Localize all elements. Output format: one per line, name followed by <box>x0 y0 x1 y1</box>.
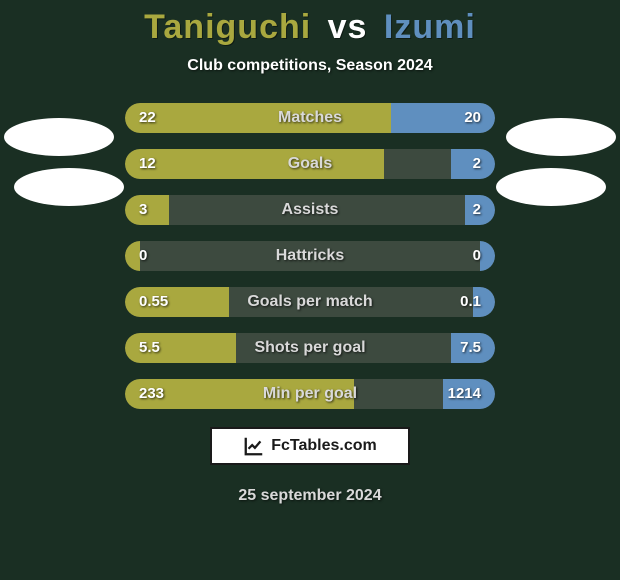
player1-avatar-shadow <box>14 168 124 206</box>
player1-name: Taniguchi <box>144 8 311 46</box>
brand-logo-box: FcTables.com <box>210 427 410 465</box>
stat-row: 2220Matches <box>125 103 495 133</box>
stat-row: 32Assists <box>125 195 495 225</box>
stat-rows: 2220Matches 122Goals 32Assists 00Hattricks 0… <box>125 103 495 409</box>
stat-row: 0.550.1Goals per match <box>125 287 495 317</box>
stat-row: 00Hattricks <box>125 241 495 271</box>
stat-row: 2331214Min per goal <box>125 379 495 409</box>
player1-avatar-placeholder <box>4 118 114 156</box>
stat-row: 5.57.5Shots per goal <box>125 333 495 363</box>
stat-label: Goals <box>125 149 495 179</box>
stat-label: Hattricks <box>125 241 495 271</box>
stat-label: Min per goal <box>125 379 495 409</box>
stat-label: Shots per goal <box>125 333 495 363</box>
stat-label: Goals per match <box>125 287 495 317</box>
subtitle: Club competitions, Season 2024 <box>0 57 620 75</box>
stat-label: Matches <box>125 103 495 133</box>
player2-avatar-shadow <box>496 168 606 206</box>
player2-avatar-placeholder <box>506 118 616 156</box>
brand-text: FcTables.com <box>271 437 377 455</box>
vs-text: vs <box>328 8 368 46</box>
player2-name: Izumi <box>384 8 476 46</box>
date-text: 25 september 2024 <box>0 487 620 505</box>
stat-row: 122Goals <box>125 149 495 179</box>
comparison-title: Taniguchi vs Izumi <box>0 8 620 47</box>
chart-icon <box>243 435 265 457</box>
infographic-container: Taniguchi vs Izumi Club competitions, Se… <box>0 0 620 580</box>
stat-label: Assists <box>125 195 495 225</box>
